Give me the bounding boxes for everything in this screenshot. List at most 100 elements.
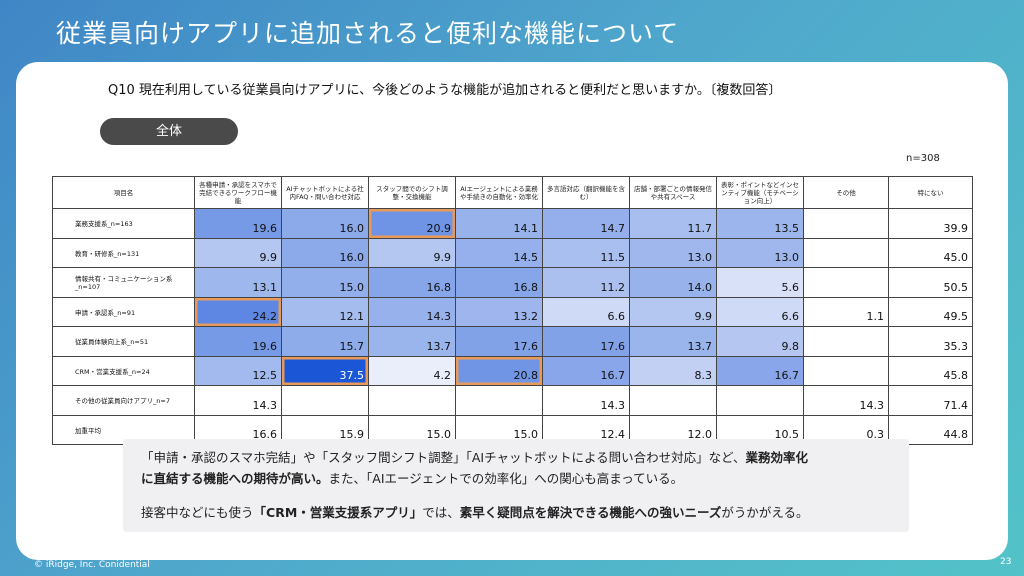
table-row: 申請・承認系_n=91 24.2 12.1 14.3 13.2 6.6 9.9 6.6 1.1 4… — [52, 296, 973, 327]
table-cell: 37.5 — [281, 355, 369, 386]
row-label: 業務支援系_n=163 — [52, 208, 195, 239]
note-text: では、 — [422, 505, 460, 520]
table-cell: 14.5 — [455, 237, 543, 268]
table-cell: 13.7 — [629, 326, 717, 357]
copyright-text: © iRidge, Inc. Conidential — [34, 560, 150, 570]
column-header: スタッフ間でのシフト調整・交換機能 — [368, 176, 456, 209]
table-row: 従業員体験向上系_n=51 19.6 15.7 13.7 17.6 17.6 13.7 9.8… — [52, 326, 973, 357]
summary-note: 「申請・承認のスマホ完結」や「スタッフ間シフト調整」「AIチャットボットによる問… — [123, 439, 909, 532]
table-cell: 71.4 — [888, 385, 973, 416]
table-cell: 8.3 — [629, 355, 717, 386]
table-cell: 16.8 — [455, 267, 543, 298]
table-cell: 11.2 — [542, 267, 630, 298]
row-label: 従業員体験向上系_n=51 — [52, 326, 195, 357]
sample-size: n=308 — [906, 153, 940, 164]
table-cell: 11.5 — [542, 237, 630, 268]
table-cell: 12.5 — [194, 355, 282, 386]
note-line-2: に直結する機能への期待が高い。また、「AIエージェントでの効率化」への関心も高ま… — [141, 468, 683, 489]
note-line-3: 接客中などにも使う「CRM・営業支援系アプリ」では、素早く疑問点を解決できる機能… — [141, 502, 809, 523]
question-text: Q10 現在利用している従業員向けアプリに、今後どのような機能が追加されると便利… — [108, 83, 782, 98]
table-cell: 14.3 — [803, 385, 889, 416]
row-label: 教育・研修系_n=131 — [52, 237, 195, 268]
note-text: がうかがえる。 — [721, 505, 809, 520]
table-cell: 13.0 — [716, 237, 804, 268]
column-header: 表彰・ポイントなどインセンティブ機能（モチベーション向上） — [716, 176, 804, 209]
column-header: 多言語対応（翻訳機能を含む） — [542, 176, 630, 209]
table-cell: 9.9 — [194, 237, 282, 268]
table-row: CRM・営業支援系_n=24 12.5 37.5 4.2 20.8 16.7 8.3 16.7… — [52, 355, 973, 386]
column-header: 特にない — [888, 176, 973, 209]
table-cell: 17.6 — [542, 326, 630, 357]
table-cell: 20.9 — [368, 208, 456, 239]
table-cell: 35.3 — [888, 326, 973, 357]
table-row: 情報共有・コミュニケーション系_n=107 13.1 15.0 16.8 16.8 11.… — [52, 267, 973, 298]
note-text: 接客中などにも使う — [141, 505, 254, 520]
table-cell — [803, 326, 889, 357]
table-cell: 16.7 — [542, 355, 630, 386]
crosstab-table: 項目名 各種申請・承認をスマホで完結できるワークフロー機能 AIチャットボットによ… — [52, 176, 973, 445]
table-cell: 39.9 — [888, 208, 973, 239]
table-cell — [629, 385, 717, 416]
table-cell: 11.7 — [629, 208, 717, 239]
table-cell — [281, 385, 369, 416]
table-cell: 14.1 — [455, 208, 543, 239]
slide-title: 従業員向けアプリに追加されると便利な機能について — [56, 19, 680, 48]
table-cell: 16.0 — [281, 237, 369, 268]
content-card: Q10 現在利用している従業員向けアプリに、今後どのような機能が追加されると便利… — [16, 62, 1008, 560]
table-cell — [368, 385, 456, 416]
table-cell — [803, 208, 889, 239]
table-cell: 16.7 — [716, 355, 804, 386]
table-cell: 13.5 — [716, 208, 804, 239]
note-line-1: 「申請・承認のスマホ完結」や「スタッフ間シフト調整」「AIチャットボットによる問… — [141, 447, 808, 468]
segment-pill: 全体 — [100, 118, 238, 145]
table-cell: 16.0 — [281, 208, 369, 239]
table-cell: 17.6 — [455, 326, 543, 357]
table-cell: 6.6 — [716, 296, 804, 327]
row-label: CRM・営業支援系_n=24 — [52, 355, 195, 386]
note-text: また、「AIエージェントでの効率化」への関心も高まっている。 — [328, 471, 684, 486]
table-cell: 45.0 — [888, 237, 973, 268]
table-cell: 13.0 — [629, 237, 717, 268]
table-cell: 9.8 — [716, 326, 804, 357]
table-cell: 19.6 — [194, 326, 282, 357]
corner-header: 項目名 — [52, 176, 195, 209]
table-cell: 45.8 — [888, 355, 973, 386]
note-emphasis: 業務効率化 — [745, 450, 809, 465]
table-cell: 13.7 — [368, 326, 456, 357]
table-cell: 1.1 — [803, 296, 889, 327]
row-label: 情報共有・コミュニケーション系_n=107 — [52, 267, 195, 298]
table-cell: 14.3 — [368, 296, 456, 327]
table-cell — [803, 355, 889, 386]
table-cell: 14.3 — [542, 385, 630, 416]
row-label: その他の従業員向けアプリ_n=7 — [52, 385, 195, 416]
table-cell: 16.8 — [368, 267, 456, 298]
column-header: 各種申請・承認をスマホで完結できるワークフロー機能 — [194, 176, 282, 209]
column-header: 店舗・部署ごとの情報発信や共有スペース — [629, 176, 717, 209]
table-cell: 19.6 — [194, 208, 282, 239]
table-cell — [455, 385, 543, 416]
table-cell: 9.9 — [629, 296, 717, 327]
column-header: その他 — [803, 176, 889, 209]
table-cell: 14.3 — [194, 385, 282, 416]
column-header: AIチャットボットによる社内FAQ・問い合わせ対応 — [281, 176, 369, 209]
table-row: 教育・研修系_n=131 9.9 16.0 9.9 14.5 11.5 13.0 13.0 45… — [52, 237, 973, 268]
table-cell: 9.9 — [368, 237, 456, 268]
column-header: AIエージェントによる業務や手続きの自動化・効率化 — [455, 176, 543, 209]
note-text: 「申請・承認のスマホ完結」や「スタッフ間シフト調整」「AIチャットボットによる問… — [141, 450, 746, 465]
table-cell: 4.2 — [368, 355, 456, 386]
table-cell: 14.0 — [629, 267, 717, 298]
note-emphasis: 素早く疑問点を解決できる機能への強いニーズ — [459, 505, 722, 520]
table-cell: 13.2 — [455, 296, 543, 327]
table-cell: 24.2 — [194, 296, 282, 327]
table-cell: 15.0 — [281, 267, 369, 298]
table-cell: 5.6 — [716, 267, 804, 298]
table-cell: 12.1 — [281, 296, 369, 327]
table-cell — [803, 237, 889, 268]
table-cell — [716, 385, 804, 416]
page-number: 23 — [1000, 557, 1012, 567]
note-emphasis: に直結する機能への期待が高い。 — [141, 471, 329, 486]
table-cell: 15.7 — [281, 326, 369, 357]
table-body: 業務支援系_n=163 19.6 16.0 20.9 14.1 14.7 11.7 13.5 3… — [52, 208, 973, 445]
table-cell: 14.7 — [542, 208, 630, 239]
table-cell: 49.5 — [888, 296, 973, 327]
